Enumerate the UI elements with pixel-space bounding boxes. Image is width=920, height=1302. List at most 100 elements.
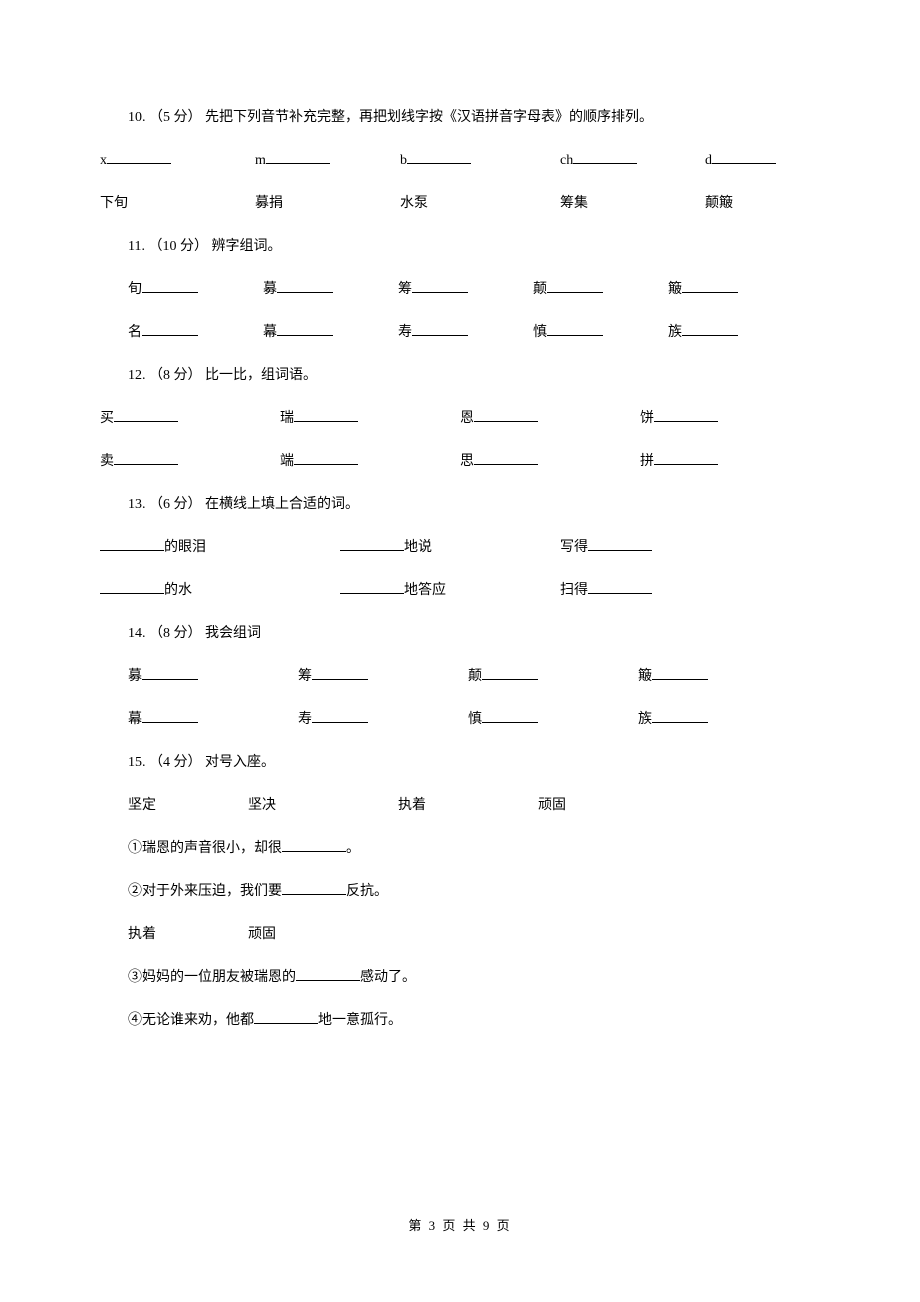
q14-num: 14. (128, 626, 146, 641)
blank (296, 964, 360, 981)
q10-r2-2: 水泵 (400, 196, 428, 211)
blank (340, 577, 404, 594)
blank (114, 405, 178, 422)
blank (282, 835, 346, 852)
q13-r1-c2b: 地说 (404, 540, 432, 555)
blank (142, 319, 198, 336)
q11-points: （10 分） (148, 239, 208, 254)
q12-row2: 卖 端 思 拼 (100, 444, 820, 479)
q14-r2-3: 族 (638, 712, 652, 727)
q10-r1-2: b (400, 153, 407, 168)
q15-sentence1: ①瑞恩的声音很小，却很 。 (100, 831, 820, 866)
q10-r1-0: x (100, 153, 107, 168)
q15-sentence4: ④无论谁来劝，他都地一意孤行。 (100, 1003, 820, 1038)
blank (407, 147, 471, 164)
q10-r1-4: d (705, 153, 712, 168)
q12-points: （8 分） (149, 368, 202, 383)
blank (682, 276, 738, 293)
q10-r2-1: 募捐 (255, 196, 283, 211)
q14-r2-1: 寿 (298, 712, 312, 727)
question-15-stem: 15. （4 分） 对号入座。 (100, 745, 820, 780)
q15-s4a: ④无论谁来劝，他都 (128, 1013, 254, 1028)
q15-p2-0: 执着 (128, 927, 156, 942)
question-10-stem: 10. （5 分） 先把下列音节补充完整，再把划线字按《汉语拼音字母表》的顺序排… (100, 100, 820, 135)
q12-num: 12. (128, 368, 146, 383)
q12-r2-2: 思 (460, 454, 474, 469)
blank (652, 706, 708, 723)
blank (547, 276, 603, 293)
blank (266, 147, 330, 164)
q12-stem-text: 比一比，组词语。 (205, 368, 317, 383)
blank (482, 706, 538, 723)
q11-r1-2: 筹 (398, 282, 412, 297)
question-13-stem: 13. （6 分） 在横线上填上合适的词。 (100, 487, 820, 522)
q15-s1a: ①瑞恩的声音很小，却很 (128, 841, 282, 856)
q15-p1-0: 坚定 (128, 798, 156, 813)
q12-r1-1: 瑞 (280, 411, 294, 426)
blank (474, 448, 538, 465)
q13-row2: 的水 地答应 扫得 (100, 573, 820, 608)
blank (294, 448, 358, 465)
blank (654, 405, 718, 422)
q15-s2b: 反抗。 (346, 884, 388, 899)
q13-points: （6 分） (149, 497, 202, 512)
q13-row1: 的眼泪 地说 写得 (100, 530, 820, 565)
blank (100, 577, 164, 594)
blank (294, 405, 358, 422)
q11-r2-1: 幕 (263, 325, 277, 340)
blank (547, 319, 603, 336)
blank (654, 448, 718, 465)
q13-r2-c3a: 扫得 (560, 583, 588, 598)
q14-points: （8 分） (149, 626, 202, 641)
q11-num: 11. (128, 239, 145, 254)
q15-num: 15. (128, 755, 146, 770)
q15-p1-3: 顽固 (538, 798, 566, 813)
q11-r2-4: 族 (668, 325, 682, 340)
q14-r1-3: 簸 (638, 669, 652, 684)
q12-r1-3: 饼 (640, 411, 654, 426)
q10-r1-3: ch (560, 153, 573, 168)
blank (312, 706, 368, 723)
q14-r1-2: 颠 (468, 669, 482, 684)
q11-r1-4: 簸 (668, 282, 682, 297)
q14-r1-0: 募 (128, 669, 142, 684)
q15-sentence3: ③妈妈的一位朋友被瑞恩的感动了。 (100, 960, 820, 995)
blank (712, 147, 776, 164)
blank (142, 276, 198, 293)
q12-row1: 买 瑞 恩 饼 (100, 401, 820, 436)
q10-row2: 下旬 募捐 水泵 筹集 颠簸 (100, 186, 820, 221)
blank (114, 448, 178, 465)
blank (682, 319, 738, 336)
blank (277, 319, 333, 336)
q11-row1: 旬 募 筹 颠 簸 (100, 272, 820, 307)
q10-r2-3: 筹集 (560, 196, 588, 211)
q11-r2-3: 慎 (533, 325, 547, 340)
q15-p1-2: 执着 (398, 798, 426, 813)
q12-r2-1: 端 (280, 454, 294, 469)
q15-pair2: 执着 顽固 (100, 917, 820, 952)
blank (588, 577, 652, 594)
blank (474, 405, 538, 422)
q11-r2-0: 名 (128, 325, 142, 340)
blank (652, 663, 708, 680)
q11-r1-0: 旬 (128, 282, 142, 297)
q13-r2-c2b: 地答应 (404, 583, 446, 598)
question-12-stem: 12. （8 分） 比一比，组词语。 (100, 358, 820, 393)
blank (340, 534, 404, 551)
q15-stem-text: 对号入座。 (205, 755, 275, 770)
blank (142, 706, 198, 723)
q14-r2-2: 慎 (468, 712, 482, 727)
q14-r2-0: 幕 (128, 712, 142, 727)
blank (282, 878, 346, 895)
q10-r1-1: m (255, 153, 266, 168)
q14-stem-text: 我会组词 (205, 626, 261, 641)
q15-points: （4 分） (149, 755, 202, 770)
blank (482, 663, 538, 680)
blank (412, 319, 468, 336)
q15-p1-1: 坚决 (248, 798, 276, 813)
blank (100, 534, 164, 551)
blank (277, 276, 333, 293)
q13-stem-text: 在横线上填上合适的词。 (205, 497, 359, 512)
q15-s1b: 。 (346, 841, 360, 856)
q13-r2-c1b: 的水 (164, 583, 192, 598)
